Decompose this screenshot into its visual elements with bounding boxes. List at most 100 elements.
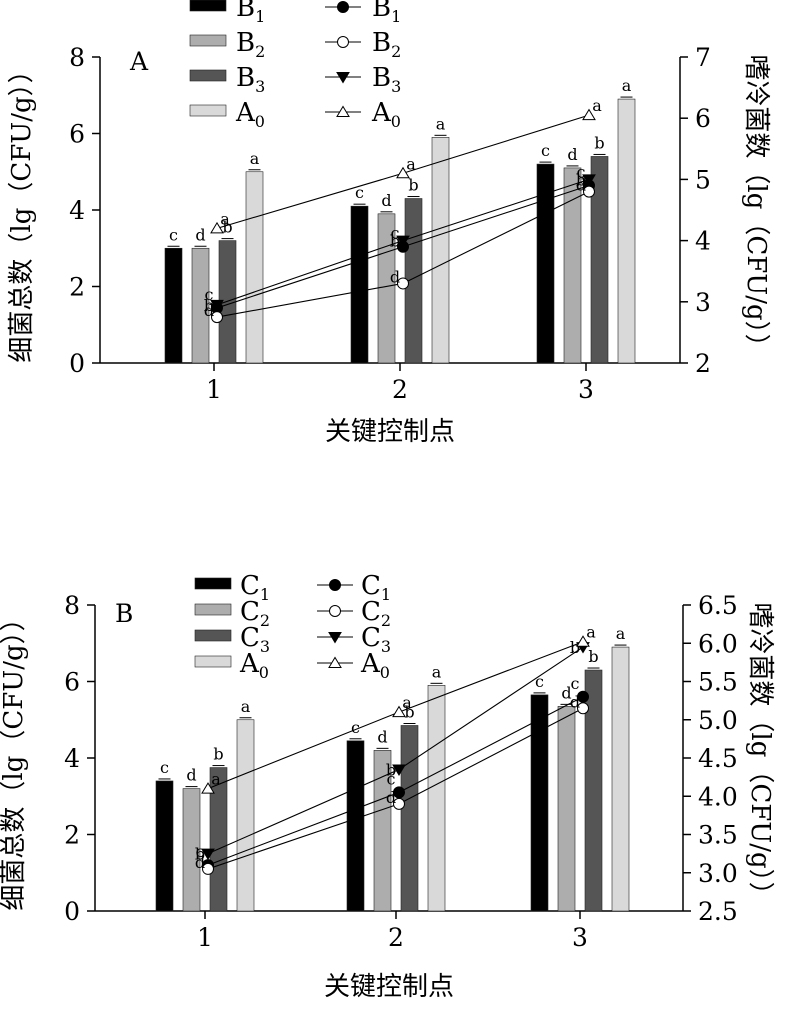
legend-line-marker <box>337 36 349 48</box>
y2-tick-label: 6.5 <box>698 591 738 620</box>
line-data-label: c <box>577 163 586 182</box>
bar <box>427 685 446 912</box>
bar <box>590 156 609 364</box>
bar-data-label: d <box>567 145 577 164</box>
bar-data-label: b <box>588 647 598 666</box>
line-data-label: b <box>386 760 396 779</box>
legend-bar-swatch <box>194 577 232 590</box>
y2-tick-label: 2.5 <box>698 897 738 926</box>
bar-data-label: a <box>436 114 446 133</box>
line-point <box>577 702 589 715</box>
y2-tick-label: 5.0 <box>698 706 738 735</box>
line-data-label: c <box>205 285 214 304</box>
legend-line-marker <box>329 605 341 617</box>
bar <box>164 247 183 364</box>
y-tick-label: 8 <box>64 591 80 620</box>
bar-data-label: d <box>561 683 571 702</box>
x-tick-label: 3 <box>572 923 588 952</box>
y2-tick-label: 3.0 <box>698 859 738 888</box>
line-data-label: b <box>390 232 400 251</box>
line-point <box>392 705 406 718</box>
line-point <box>396 166 410 179</box>
line-data-label: c <box>391 224 400 243</box>
y2-tick-label: 4.5 <box>698 744 738 773</box>
line-data-label: c <box>571 674 580 693</box>
legend-bar-swatch <box>194 629 232 642</box>
legend-bar-swatch <box>189 34 227 47</box>
y-axis-title: 细菌总数（lg（CFU/g）） <box>7 57 37 362</box>
bar-data-label: a <box>432 662 442 681</box>
y2-tick-label: 2 <box>695 349 711 378</box>
legend-line-marker <box>336 105 350 117</box>
y-tick-label: 0 <box>64 897 80 926</box>
bar <box>530 694 549 912</box>
line-data-label: b <box>195 845 205 864</box>
legend-line-label: C3 <box>361 623 391 656</box>
legend-bar-swatch <box>194 655 232 668</box>
bar <box>236 719 255 912</box>
x-axis-title: 关键控制点 <box>324 972 454 1002</box>
line-point <box>576 635 590 647</box>
line-point <box>210 299 224 312</box>
y2-tick-label: 4.0 <box>698 782 738 811</box>
bar <box>563 167 582 364</box>
line-point <box>397 277 409 290</box>
bar-data-label: b <box>408 176 418 195</box>
y-tick-label: 8 <box>69 43 85 72</box>
line-data-label: d <box>390 267 400 286</box>
x-tick-label: 1 <box>206 375 222 404</box>
bar <box>155 780 174 912</box>
y-tick-label: 2 <box>64 821 80 850</box>
legend-bar-swatch <box>189 104 227 117</box>
bar-data-label: a <box>250 149 260 168</box>
bar-data-label: a <box>622 76 632 95</box>
line-data-label: d <box>570 692 580 711</box>
legend-bar-label: B2 <box>236 28 265 61</box>
legend-bar-label: C1 <box>240 571 270 604</box>
line-data-label: a <box>402 693 412 712</box>
bar-data-label: b <box>213 745 223 764</box>
line-point <box>392 764 406 776</box>
bar <box>617 98 636 364</box>
bar <box>350 205 369 364</box>
line-data-label: a <box>586 623 596 642</box>
bar-data-label: a <box>616 624 626 643</box>
y-tick-label: 4 <box>64 744 80 773</box>
bar <box>245 171 264 364</box>
bar <box>191 247 210 364</box>
y2-axis-title: 嗜冷菌数（lg（CFU/g）） <box>745 602 775 907</box>
y2-axis-title: 嗜冷菌数（lg（CFU/g）） <box>741 54 771 359</box>
legend-bar-label: A0 <box>239 649 269 682</box>
legend-line-label: C2 <box>361 597 391 630</box>
line-data-label: d <box>195 853 205 872</box>
legend-bar-label: C2 <box>240 597 270 630</box>
y2-tick-label: 4 <box>695 227 711 256</box>
legend-line-marker <box>336 72 350 84</box>
bar-data-label: c <box>355 183 364 202</box>
line-point <box>210 221 224 234</box>
y2-tick-label: 7 <box>695 43 711 72</box>
bar-data-label: c <box>169 225 178 244</box>
legend-line-marker <box>328 632 342 644</box>
bar <box>209 767 228 912</box>
legend-line-marker <box>337 1 349 13</box>
y-tick-label: 2 <box>69 273 85 302</box>
bar <box>431 137 450 364</box>
legend-bar-label: A0 <box>235 98 265 131</box>
y-tick-label: 6 <box>64 668 80 697</box>
line-point <box>582 108 596 121</box>
line-data-label: b <box>576 170 586 189</box>
legend-line-marker <box>328 656 342 668</box>
line-point <box>582 174 596 186</box>
y2-tick-label: 3.5 <box>698 821 738 850</box>
line-point <box>393 797 405 810</box>
line-point <box>583 185 595 198</box>
line-point <box>201 782 215 794</box>
line-data-label: b <box>570 638 580 657</box>
bar <box>611 646 630 912</box>
bar-data-label: a <box>241 697 251 716</box>
legend-bar-label: C3 <box>240 623 270 656</box>
legend-line-label: A0 <box>360 649 390 682</box>
